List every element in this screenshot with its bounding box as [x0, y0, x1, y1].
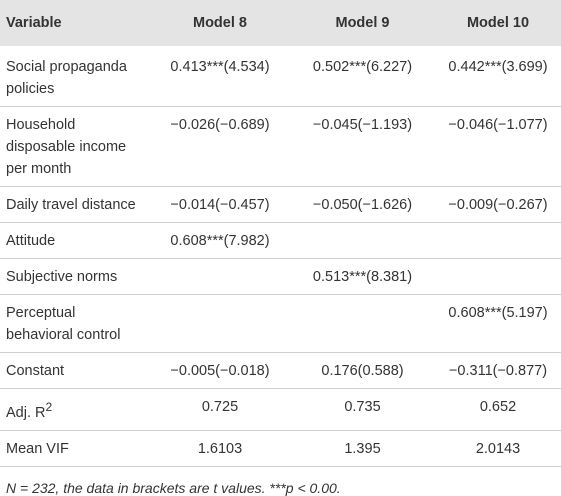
- value-cell: 0.608***(5.197): [435, 294, 561, 353]
- value-cell: −0.009(−0.267): [435, 186, 561, 223]
- value-cell: [290, 294, 435, 353]
- superscript: 2: [45, 400, 53, 414]
- header-cell: Variable: [0, 0, 150, 46]
- value-cell: 0.608***(7.982): [150, 222, 290, 259]
- variable-label: Subjective norms: [6, 269, 118, 285]
- table-row: Adj. R2 0.725 0.735 0.652: [0, 388, 561, 431]
- value-cell: 0.176(0.588): [290, 352, 435, 389]
- value-cell: [435, 222, 561, 259]
- value-cell: 0.413***(4.534): [150, 46, 290, 107]
- header-cell: Model 10: [435, 0, 561, 46]
- value-cell: −0.005(−0.018): [150, 352, 290, 389]
- table-row: Subjective norms 0.513***(8.381): [0, 258, 561, 295]
- header-row: Variable Model 8 Model 9 Model 10: [0, 0, 561, 46]
- table-row: Social propaganda policies 0.413***(4.534…: [0, 46, 561, 107]
- value-cell: −0.014(−0.457): [150, 186, 290, 223]
- value-cell: [150, 294, 290, 353]
- header-cell: Model 8: [150, 0, 290, 46]
- value-cell: 0.502***(6.227): [290, 46, 435, 107]
- value-cell: −0.026(−0.689): [150, 106, 290, 187]
- value-cell: 0.652: [435, 388, 561, 431]
- table-row: Household disposable income per month −0.…: [0, 106, 561, 187]
- variable-label: Household disposable income per month: [6, 117, 127, 177]
- variable-label: Perceptual behavioral control: [6, 305, 121, 343]
- variable-cell: Mean VIF: [0, 430, 150, 467]
- results-table: Variable Model 8 Model 9 Model 10 Social…: [0, 0, 561, 467]
- variable-cell: Subjective norms: [0, 258, 150, 295]
- variable-label: Attitude: [6, 233, 56, 249]
- value-cell: 0.513***(8.381): [290, 258, 435, 295]
- table-row: Perceptual behavioral control 0.608***(5.…: [0, 294, 561, 353]
- variable-cell: Attitude: [0, 222, 150, 259]
- table-note: N = 232, the data in brackets are t valu…: [6, 479, 341, 496]
- table-body: Social propaganda policies 0.413***(4.534…: [0, 46, 561, 467]
- variable-label: Constant: [6, 363, 65, 379]
- variable-cell: Perceptual behavioral control: [0, 294, 150, 353]
- table-row: Daily travel distance −0.014(−0.457) −0.05…: [0, 186, 561, 223]
- header-cell: Model 9: [290, 0, 435, 46]
- value-cell: 0.442***(3.699): [435, 46, 561, 107]
- value-cell: −0.311(−0.877): [435, 352, 561, 389]
- value-cell: 1.6103: [150, 430, 290, 467]
- value-cell: 2.0143: [435, 430, 561, 467]
- value-cell: [435, 258, 561, 295]
- table-row: Mean VIF 1.6103 1.395 2.0143: [0, 430, 561, 467]
- value-cell: [290, 222, 435, 259]
- value-cell: 1.395: [290, 430, 435, 467]
- value-cell: 0.735: [290, 388, 435, 431]
- value-cell: −0.046(−1.077): [435, 106, 561, 187]
- variable-cell: Household disposable income per month: [0, 106, 150, 187]
- value-cell: −0.050(−1.626): [290, 186, 435, 223]
- variable-cell: Daily travel distance: [0, 186, 150, 223]
- variable-cell: Adj. R2: [0, 388, 150, 431]
- variable-cell: Constant: [0, 352, 150, 389]
- table-row: Attitude 0.608***(7.982): [0, 222, 561, 259]
- variable-label: Adj. R: [6, 404, 46, 421]
- variable-label: Social propaganda policies: [6, 59, 127, 97]
- variable-label: Daily travel distance: [6, 197, 136, 213]
- variable-cell: Social propaganda policies: [0, 46, 150, 107]
- value-cell: [150, 258, 290, 295]
- value-cell: 0.725: [150, 388, 290, 431]
- table-row: Constant −0.005(−0.018) 0.176(0.588) −0.311…: [0, 352, 561, 389]
- value-cell: −0.045(−1.193): [290, 106, 435, 187]
- variable-label: Mean VIF: [6, 440, 69, 457]
